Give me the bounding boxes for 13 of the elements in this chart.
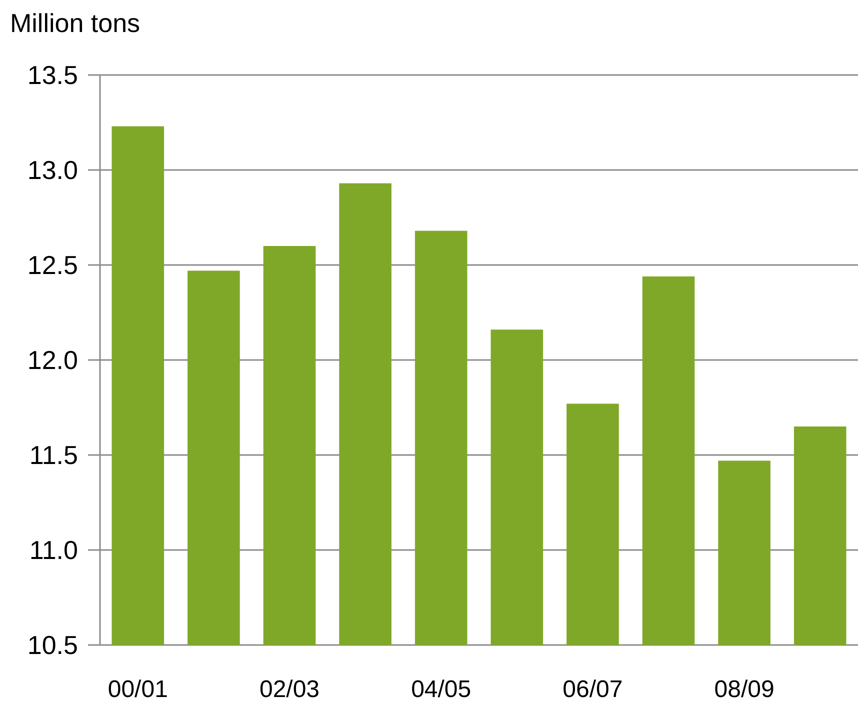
x-tick-label: 06/07 [562, 676, 623, 703]
x-tick-label: 08/09 [714, 676, 774, 703]
y-tick-label: 10.5 [27, 630, 78, 660]
y-tick-label: 12.0 [27, 345, 78, 376]
y-tick-label: 11.0 [29, 535, 78, 566]
y-tick-label: 13.0 [27, 155, 78, 186]
y-axis-title: Million tons [10, 8, 140, 38]
x-tick-label: 02/03 [259, 676, 320, 703]
x-tick-label: 04/05 [411, 676, 472, 703]
x-tick-label: 00/01 [108, 676, 168, 703]
y-tick-label: 13.5 [27, 60, 78, 90]
y-tick-label: 11.5 [29, 440, 78, 470]
y-tick-label: 12.5 [27, 250, 78, 280]
